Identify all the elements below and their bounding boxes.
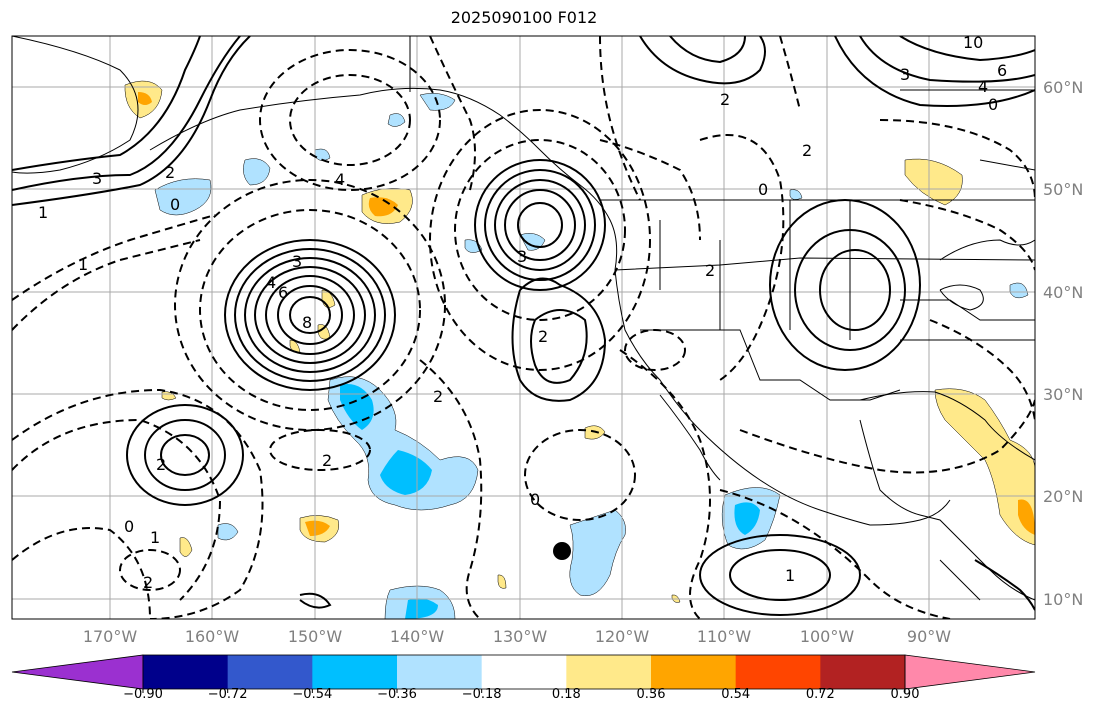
- contour-label: 0: [758, 180, 768, 199]
- colorbar-swatch: [651, 655, 737, 689]
- contour-label: 1: [785, 566, 795, 585]
- contour-label: 0: [124, 517, 134, 536]
- colorbar-tick-label: 0.54: [721, 687, 750, 702]
- colorbar-tick-label: −0.90: [123, 687, 163, 702]
- positive-strong-shading: [138, 92, 1035, 536]
- lat-label: 20°N: [1043, 487, 1083, 506]
- lon-label: 170°W: [83, 627, 138, 646]
- contour-label: 8: [302, 313, 312, 332]
- contour-label: 4: [978, 77, 988, 96]
- colorbar-swatch: [820, 655, 906, 689]
- contour-label: 6: [278, 283, 288, 302]
- positive-contours: [12, 36, 1035, 616]
- contour-label: 2: [538, 327, 548, 346]
- colorbar: [11, 654, 1036, 693]
- coastlines: [12, 36, 1035, 601]
- contour-label: 2: [802, 141, 812, 160]
- contour-label: 1: [78, 255, 88, 274]
- lon-label: 110°W: [697, 627, 752, 646]
- lat-label: 10°N: [1043, 590, 1083, 609]
- lon-label: 120°W: [595, 627, 650, 646]
- contour-label: 2: [165, 163, 175, 182]
- contour-label: 1: [38, 203, 48, 222]
- lon-label: 150°W: [288, 627, 343, 646]
- colorbar-tick-label: −0.36: [377, 687, 417, 702]
- colorbar-tick-label: 0.36: [637, 687, 666, 702]
- contour-label: 3: [900, 65, 910, 84]
- colorbar-swatch: [227, 655, 313, 689]
- contour-labels: 3 1 2 0 3 6 8 4 4 3 2 1 2 2 0 1 2 10 6 4…: [38, 33, 1007, 592]
- negative-shading: [154, 93, 1029, 619]
- colorbar-tick-label: −0.18: [462, 687, 502, 702]
- contour-label: 2: [720, 90, 730, 109]
- colorbar-tick-label: −0.72: [208, 687, 248, 702]
- lon-label: 160°W: [185, 627, 240, 646]
- lon-label: 140°W: [390, 627, 445, 646]
- contour-label: 0: [170, 195, 180, 214]
- contour-label: 0: [988, 95, 998, 114]
- contour-label: 4: [335, 170, 345, 189]
- negative-contours: [12, 36, 1035, 619]
- contour-label: 2: [156, 455, 166, 474]
- colorbar-labels: −0.90 −0.72 −0.54 −0.36 −0.18 0.18 0.36 0.54 0.7…: [123, 687, 919, 702]
- contour-label: 1: [150, 528, 160, 547]
- contour-label: 2: [433, 387, 443, 406]
- colorbar-extend-low: [11, 654, 144, 690]
- lat-label: 50°N: [1043, 180, 1083, 199]
- lat-label: 40°N: [1043, 283, 1083, 302]
- colorbar-extend-high: [904, 654, 1036, 690]
- latitude-labels: 60°N 50°N 40°N 30°N 20°N 10°N: [1043, 78, 1083, 609]
- contour-label: 10: [963, 33, 983, 52]
- colorbar-tick-label: 0.72: [806, 687, 835, 702]
- lat-label: 30°N: [1043, 385, 1083, 404]
- contour-label: 3: [292, 252, 302, 271]
- map-title: 2025090100 F012: [450, 8, 598, 27]
- colorbar-swatch: [143, 655, 229, 689]
- colorbar-tick-label: −0.54: [292, 687, 332, 702]
- contour-label: 6: [997, 61, 1007, 80]
- lat-label: 60°N: [1043, 78, 1083, 97]
- colorbar-tick-label: 0.18: [552, 687, 581, 702]
- contour-label: 3: [517, 247, 527, 266]
- colorbar-swatch: [481, 655, 567, 689]
- lon-label: 130°W: [493, 627, 548, 646]
- contour-label: 4: [266, 273, 276, 292]
- contour-label: 0: [530, 490, 540, 509]
- colorbar-swatch: [312, 655, 398, 689]
- lon-label: 100°W: [800, 627, 855, 646]
- graticule: [12, 36, 1035, 619]
- contour-label: 2: [322, 451, 332, 470]
- storm-marker: [553, 542, 571, 560]
- contour-label: 2: [143, 573, 153, 592]
- colorbar-swatch: [735, 655, 821, 689]
- contour-label: 3: [92, 169, 102, 188]
- colorbar-swatch: [566, 655, 652, 689]
- colorbar-swatch: [397, 655, 483, 689]
- longitude-labels: 170°W 160°W 150°W 140°W 130°W 120°W 110°…: [83, 627, 951, 646]
- colorbar-tick-label: 0.90: [891, 687, 920, 702]
- lon-label: 90°W: [907, 627, 951, 646]
- contour-label: 2: [705, 261, 715, 280]
